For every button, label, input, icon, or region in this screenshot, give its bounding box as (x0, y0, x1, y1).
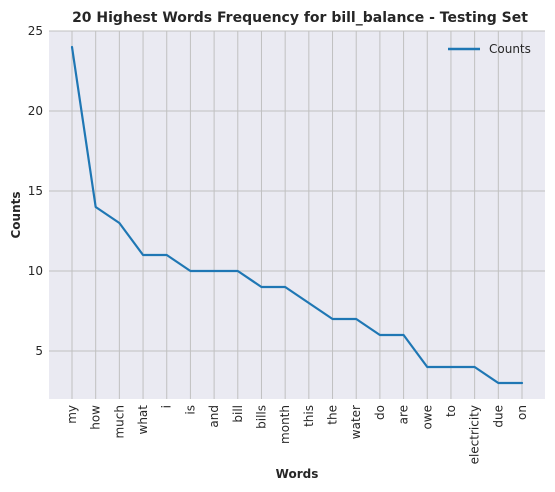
y-tick-label: 15 (28, 184, 43, 198)
x-axis-label: Words (276, 467, 319, 481)
y-axis-ticks: 5 10 15 20 25 (28, 24, 43, 358)
grid-lines (49, 30, 545, 399)
x-tick-label: owe (420, 405, 434, 430)
x-tick-label: due (491, 405, 505, 428)
x-tick-label: my (65, 405, 79, 424)
x-tick-label: on (515, 405, 529, 420)
y-tick-label: 10 (28, 264, 43, 278)
series-line (70, 45, 524, 385)
x-tick-label: how (89, 405, 103, 430)
x-tick-label: to (444, 405, 458, 417)
x-tick-label: month (278, 405, 292, 444)
x-tick-label: do (373, 405, 387, 420)
legend: Counts (448, 42, 531, 56)
x-tick-label: what (136, 405, 150, 435)
y-axis-label: Counts (9, 191, 23, 238)
chart-title: 20 Highest Words Frequency for bill_bala… (72, 10, 528, 26)
x-tick-label: bill (231, 405, 245, 423)
x-tick-label: i (160, 405, 174, 408)
x-tick-label: and (207, 405, 221, 428)
legend-label: Counts (489, 42, 531, 56)
series-group (70, 45, 524, 385)
y-tick-label: 25 (28, 24, 43, 38)
x-tick-label: electricity (468, 405, 482, 464)
x-tick-label: bills (254, 405, 268, 429)
plot-area (49, 31, 545, 399)
x-tick-label: water (349, 405, 363, 439)
x-tick-label: are (397, 405, 411, 424)
x-tick-label: the (326, 405, 340, 425)
x-tick-label: this (302, 405, 316, 427)
y-tick-label: 20 (28, 104, 43, 118)
y-tick-label: 5 (35, 344, 43, 358)
x-axis-ticks: my how much what i is and bill bills month this the… (65, 405, 529, 465)
x-tick-label: much (112, 405, 126, 439)
x-tick-label: is (183, 405, 197, 415)
